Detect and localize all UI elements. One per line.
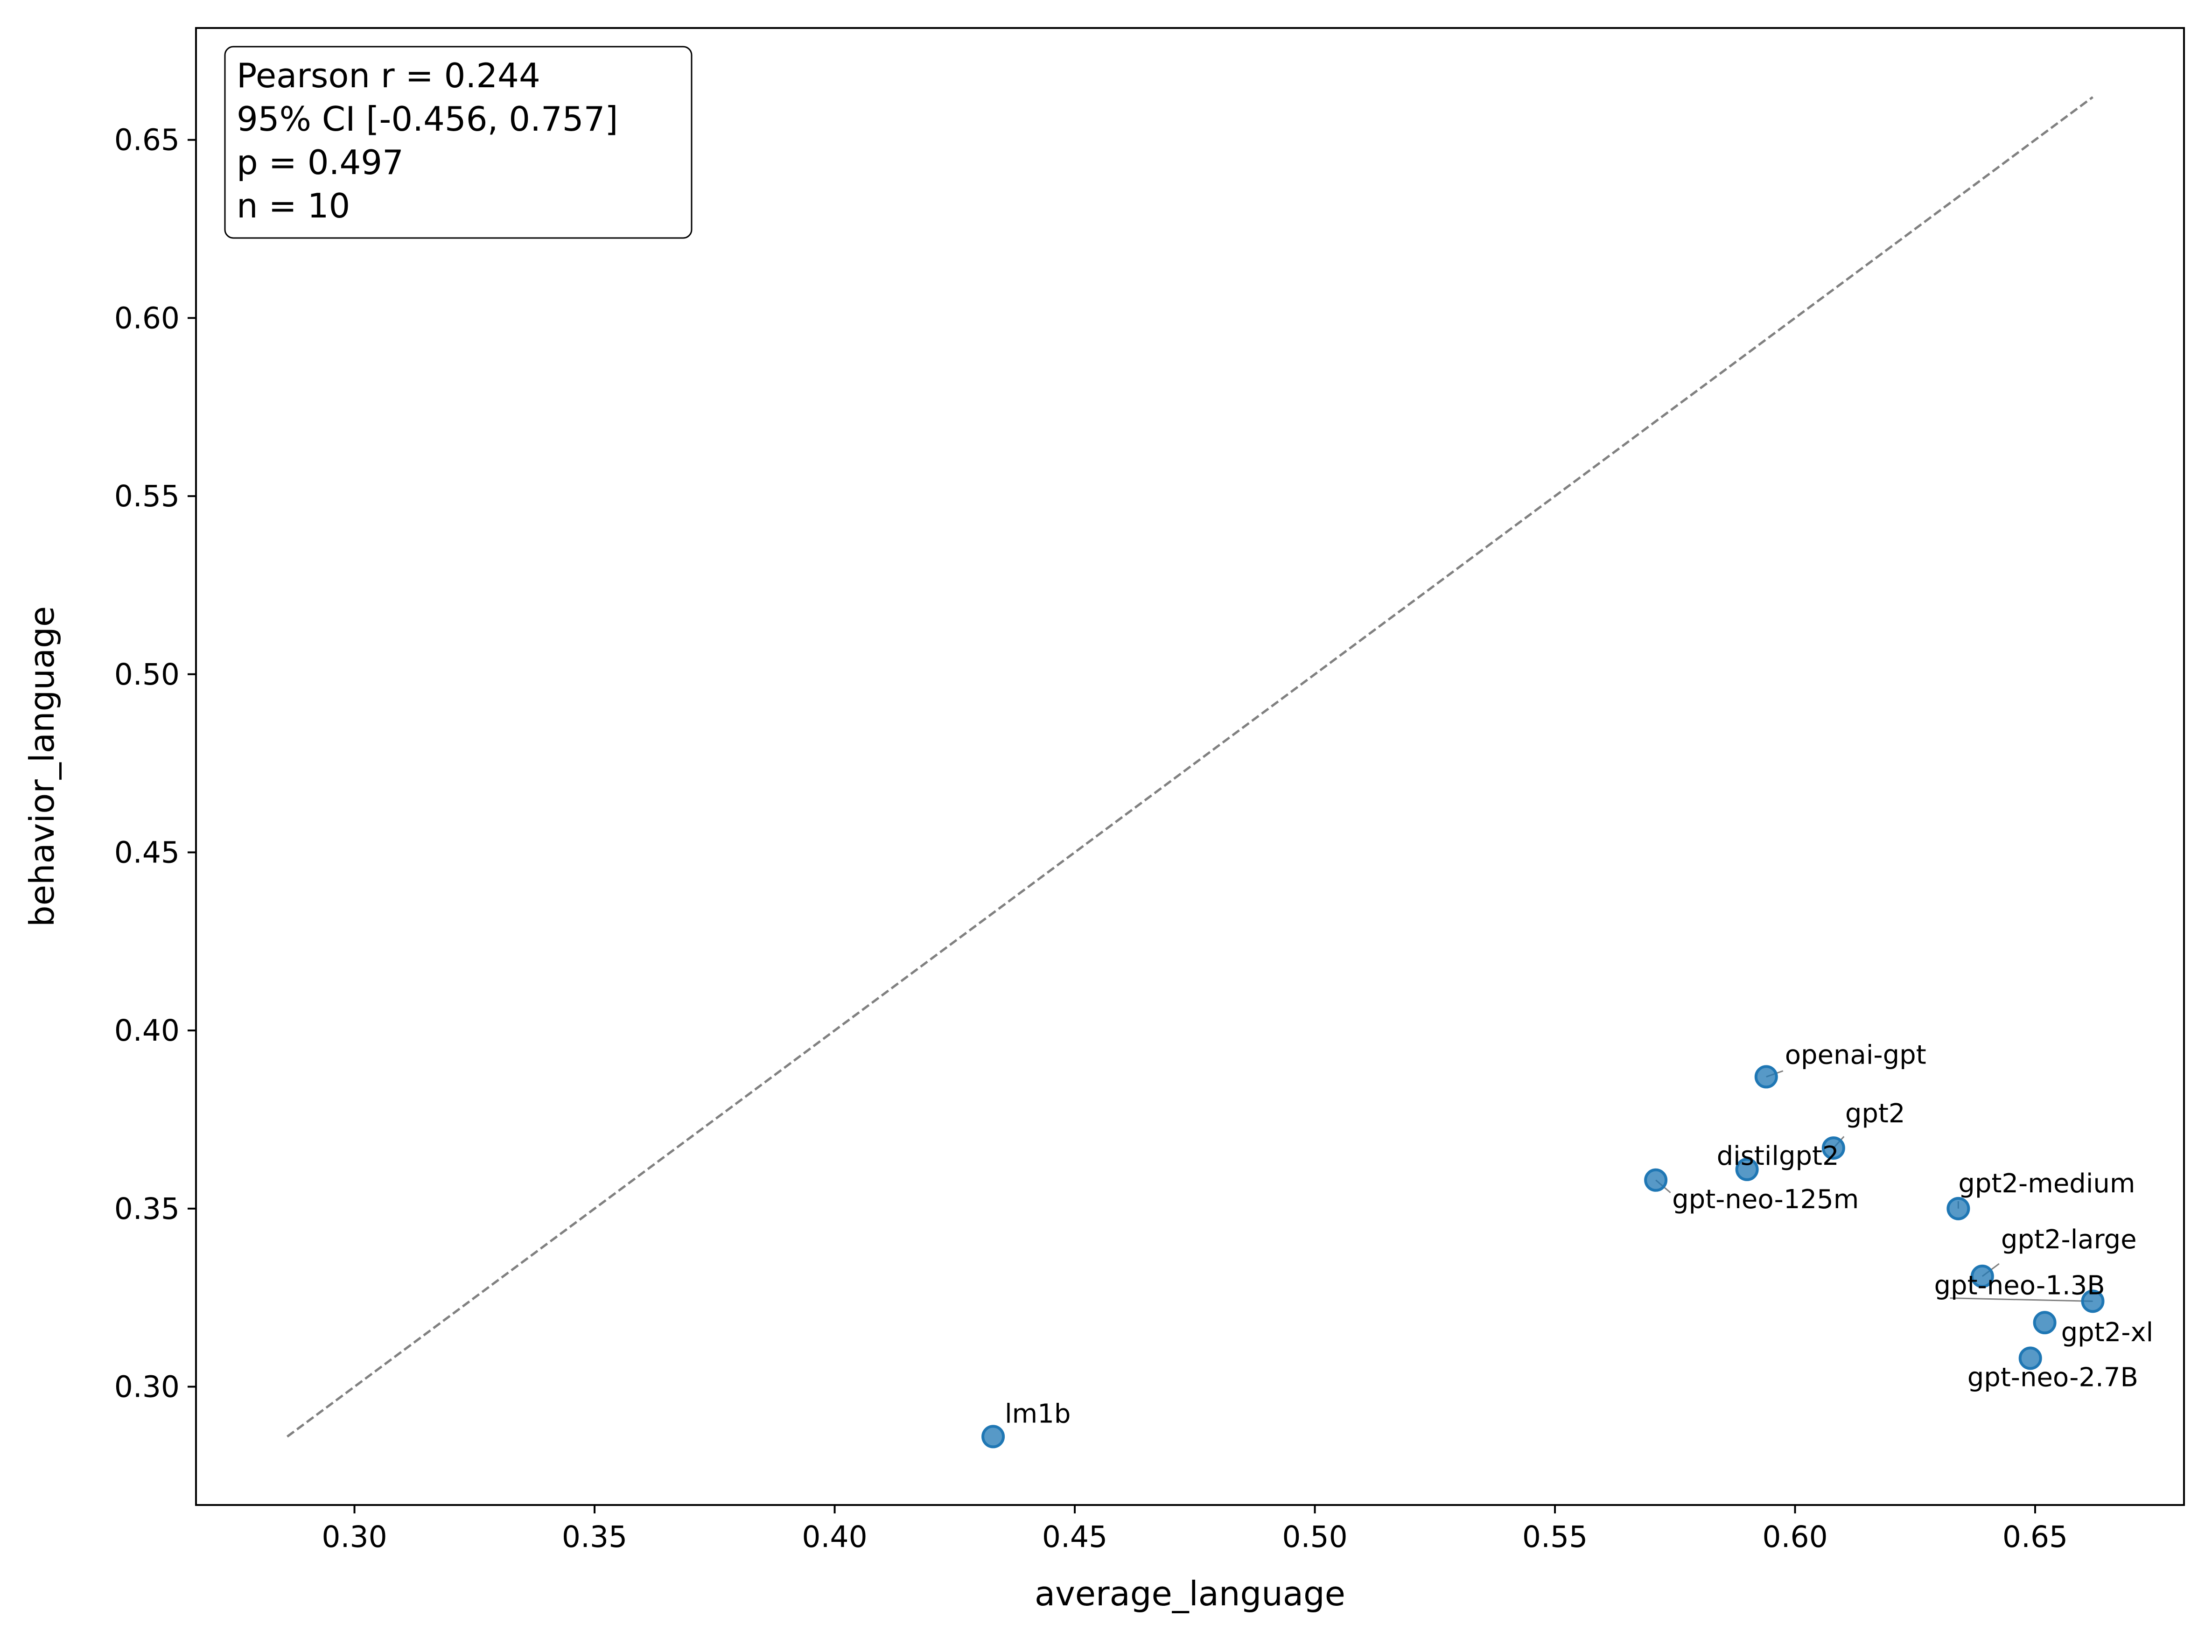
x-tick-label: 0.35	[562, 1520, 627, 1554]
confidence-interval-text: 95% CI [-0.456, 0.757]	[237, 99, 618, 139]
data-point	[2033, 1311, 2057, 1335]
point-label: gpt2	[1845, 1099, 1905, 1129]
point-label: gpt2-large	[2001, 1225, 2137, 1255]
point-label: gpt-neo-2.7B	[1967, 1362, 2138, 1393]
data-point	[1821, 1136, 1845, 1160]
x-tick-label: 0.30	[322, 1520, 387, 1554]
y-tick-label: 0.50	[114, 658, 180, 692]
point-label: gpt2-xl	[2061, 1317, 2154, 1348]
point-label: gpt-neo-1.3B	[1934, 1270, 2105, 1301]
x-tick-label: 0.40	[802, 1520, 867, 1554]
x-tick-label: 0.55	[1522, 1520, 1588, 1554]
stats-box: Pearson r = 0.244 95% CI [-0.456, 0.757]…	[224, 46, 693, 239]
reference-line	[287, 96, 2093, 1438]
data-point	[1644, 1168, 1668, 1192]
y-axis-ticks: 0.30 0.35 0.40 0.45 0.50 0.55 0.60 0.65	[114, 123, 196, 1404]
data-point	[981, 1425, 1005, 1449]
y-tick-label: 0.45	[114, 835, 180, 869]
plot-frame	[195, 27, 2185, 1506]
data-point	[1754, 1065, 1778, 1089]
point-label: openai-gpt	[1785, 1040, 1926, 1070]
pearson-r-text: Pearson r = 0.244	[237, 56, 540, 95]
data-point	[1946, 1197, 1970, 1220]
sample-size-text: n = 10	[237, 186, 350, 225]
y-axis-label: behavior_language	[22, 606, 62, 927]
y-tick-label: 0.35	[114, 1192, 180, 1226]
point-label: gpt-neo-125m	[1672, 1184, 1859, 1215]
x-tick-label: 0.45	[1042, 1520, 1107, 1554]
x-tick-label: 0.60	[1762, 1520, 1827, 1554]
x-tick-label: 0.65	[2002, 1520, 2068, 1554]
stats-box-frame	[224, 46, 693, 239]
y-tick-label: 0.55	[114, 479, 180, 513]
y-tick-label: 0.65	[114, 123, 180, 157]
data-point	[1735, 1157, 1759, 1181]
y-tick-label: 0.40	[114, 1014, 180, 1048]
data-point	[2081, 1289, 2105, 1313]
data-point	[1970, 1264, 1994, 1288]
point-label: lm1b	[1005, 1399, 1071, 1429]
reference-line-layer	[287, 96, 2093, 1438]
leader-line	[1950, 1297, 2093, 1302]
point-label: gpt2-medium	[1958, 1169, 2135, 1199]
point-label: distilgpt2	[1717, 1141, 1839, 1171]
x-axis-label: average_language	[1035, 1574, 1345, 1613]
data-point	[2018, 1346, 2042, 1370]
p-value-text: p = 0.497	[237, 143, 404, 182]
x-tick-label: 0.50	[1282, 1520, 1347, 1554]
y-tick-label: 0.60	[114, 301, 180, 335]
x-axis-ticks: 0.30 0.35 0.40 0.45 0.50 0.55 0.60 0.65	[322, 1505, 2068, 1554]
y-tick-label: 0.30	[114, 1370, 180, 1404]
data-point-layer	[981, 1065, 2105, 1449]
